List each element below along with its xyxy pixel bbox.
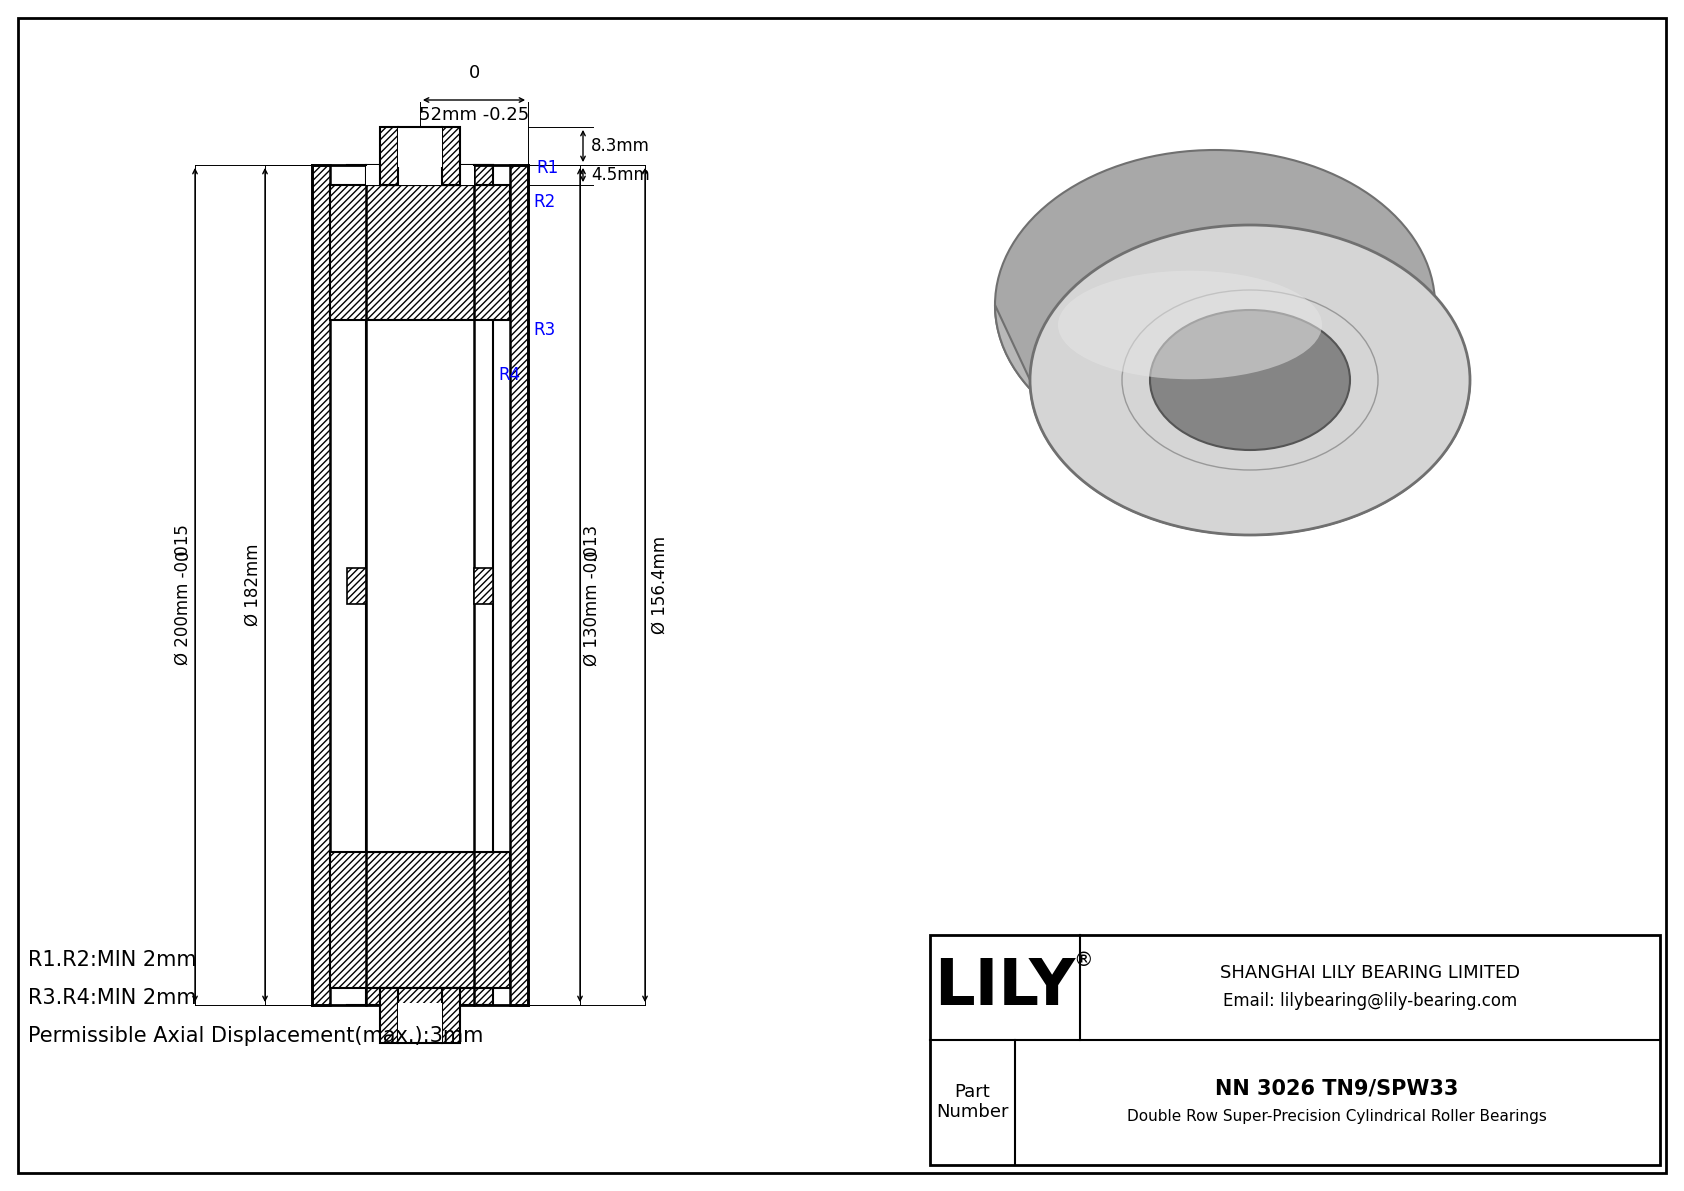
Text: R1.R2:MIN 2mm: R1.R2:MIN 2mm [29, 950, 197, 969]
Text: Email: lilybearing@lily-bearing.com: Email: lilybearing@lily-bearing.com [1223, 992, 1517, 1010]
Text: ®: ® [1073, 952, 1093, 971]
Text: 52mm -0.25: 52mm -0.25 [419, 106, 529, 124]
Text: R4: R4 [498, 366, 520, 384]
Text: Double Row Super-Precision Cylindrical Roller Bearings: Double Row Super-Precision Cylindrical R… [1127, 1110, 1548, 1124]
Text: R1: R1 [536, 160, 559, 177]
Polygon shape [381, 127, 397, 185]
Ellipse shape [1150, 310, 1351, 450]
Text: Permissible Axial Displacement(max.):3mm: Permissible Axial Displacement(max.):3mm [29, 1025, 483, 1046]
Polygon shape [441, 989, 460, 1043]
Text: Ø 156.4mm: Ø 156.4mm [652, 536, 669, 634]
Text: R2: R2 [534, 193, 556, 211]
Text: 0: 0 [173, 550, 192, 560]
Text: R3: R3 [534, 322, 556, 339]
Polygon shape [365, 320, 493, 852]
Polygon shape [330, 852, 510, 989]
Polygon shape [365, 989, 493, 1005]
Text: Ø 200mm -0.015: Ø 200mm -0.015 [173, 524, 192, 666]
Polygon shape [381, 989, 397, 1043]
Text: Ø 182mm: Ø 182mm [244, 544, 263, 626]
Polygon shape [347, 568, 365, 604]
Text: 8.3mm: 8.3mm [591, 137, 650, 155]
Text: NN 3026 TN9/SPW33: NN 3026 TN9/SPW33 [1216, 1078, 1458, 1098]
Text: R3.R4:MIN 2mm: R3.R4:MIN 2mm [29, 989, 197, 1008]
Polygon shape [365, 166, 493, 185]
Text: Part
Number: Part Number [936, 1083, 1009, 1122]
Polygon shape [473, 568, 493, 604]
Polygon shape [510, 166, 529, 1005]
Text: LILY: LILY [935, 956, 1076, 1018]
Polygon shape [312, 166, 330, 1005]
Ellipse shape [995, 150, 1435, 460]
Text: SHANGHAI LILY BEARING LIMITED: SHANGHAI LILY BEARING LIMITED [1219, 964, 1521, 983]
Polygon shape [930, 935, 1660, 1165]
Text: 0: 0 [583, 550, 601, 560]
Polygon shape [312, 166, 529, 1005]
Text: 0: 0 [468, 64, 480, 82]
Polygon shape [441, 127, 460, 185]
Polygon shape [995, 305, 1470, 535]
Polygon shape [397, 127, 441, 167]
Polygon shape [1115, 235, 1351, 380]
Ellipse shape [1031, 225, 1470, 535]
Text: Ø 130mm -0.013: Ø 130mm -0.013 [583, 524, 601, 666]
Text: 4.5mm: 4.5mm [591, 166, 650, 183]
Ellipse shape [1115, 235, 1315, 375]
Polygon shape [365, 166, 473, 185]
Polygon shape [397, 1003, 441, 1043]
Polygon shape [330, 185, 510, 320]
Ellipse shape [1058, 270, 1322, 379]
